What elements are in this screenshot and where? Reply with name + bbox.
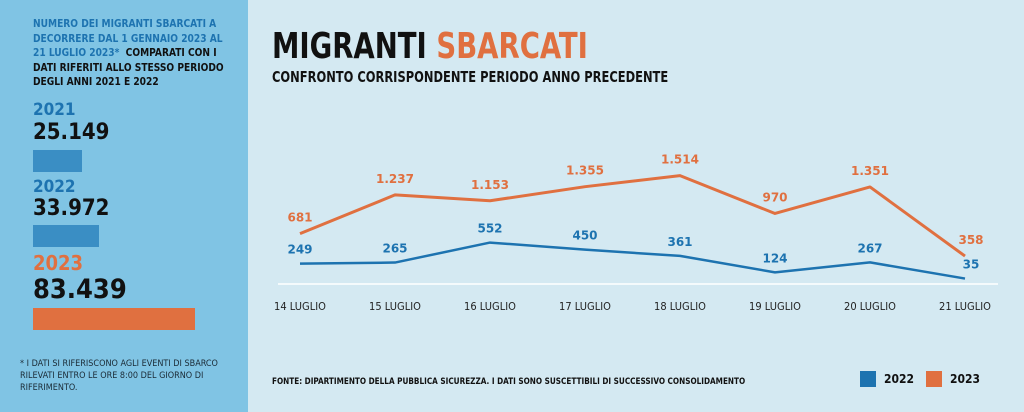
bar-2023 bbox=[33, 308, 195, 330]
x-tick-label: 15 LUGLIO bbox=[369, 301, 421, 314]
data-label-2023: 1.237 bbox=[376, 172, 414, 186]
x-tick-label: 14 LUGLIO bbox=[274, 301, 326, 314]
source-note: FONTE: DIPARTIMENTO DELLA PUBBLICA SICUR… bbox=[272, 377, 746, 387]
year-2021: 2021 bbox=[33, 100, 76, 120]
data-label-2022: 124 bbox=[762, 251, 787, 265]
data-label-2022: 450 bbox=[572, 229, 597, 243]
x-tick-label: 17 LUGLIO bbox=[559, 301, 611, 314]
legend-label: 2023 bbox=[950, 372, 981, 386]
legend-2023: 2023 bbox=[926, 371, 980, 387]
legend-2022: 2022 bbox=[860, 371, 914, 387]
intro-text: NUMERO DEI MIGRANTI SBARCATI A DECORRERE… bbox=[33, 17, 231, 90]
intro-black: COMPARATI CON I DATI RIFERITI ALLO STESS… bbox=[33, 46, 224, 88]
data-label-2023: 970 bbox=[762, 190, 787, 204]
total-2022: 33.972 bbox=[33, 196, 110, 221]
chart-subtitle: CONFRONTO CORRISPONDENTE PERIODO ANNO PR… bbox=[272, 68, 669, 86]
year-2022: 2022 bbox=[33, 177, 76, 197]
year-2023: 2023 bbox=[33, 251, 84, 275]
data-label-2023: 1.351 bbox=[851, 164, 889, 178]
legend-swatch-2022 bbox=[860, 371, 876, 387]
chart-panel: MIGRANTI SBARCATI CONFRONTO CORRISPONDEN… bbox=[248, 0, 1024, 412]
total-2023: 83.439 bbox=[33, 274, 127, 305]
x-tick-label: 20 LUGLIO bbox=[844, 301, 896, 314]
data-label-2023: 1.514 bbox=[661, 153, 699, 167]
data-label-2022: 267 bbox=[857, 241, 882, 255]
x-tick-label: 18 LUGLIO bbox=[654, 301, 706, 314]
series-line-2022 bbox=[299, 241, 966, 280]
data-label-2023: 681 bbox=[287, 211, 312, 225]
data-label-2022: 552 bbox=[477, 222, 502, 236]
footnote: * I DATI SI RIFERISCONO AGLI EVENTI DI S… bbox=[20, 359, 218, 393]
data-label-2023: 358 bbox=[958, 233, 983, 247]
bar-2022 bbox=[33, 225, 99, 247]
legend-label: 2022 bbox=[884, 372, 915, 386]
x-tick-label: 16 LUGLIO bbox=[464, 301, 516, 314]
bar-2021 bbox=[33, 150, 82, 172]
total-2021: 25.149 bbox=[33, 120, 110, 145]
line-chart: 14 LUGLIO 15 LUGLIO 16 LUGLIO 17 LUGLIO 18 L… bbox=[274, 153, 998, 314]
data-label-2022: 361 bbox=[667, 235, 692, 249]
x-tick-label: 21 LUGLIO bbox=[939, 301, 991, 314]
title-part2: SBARCATI bbox=[436, 26, 588, 67]
x-tick-label: 19 LUGLIO bbox=[749, 301, 801, 314]
series-line-2023 bbox=[299, 174, 966, 258]
data-label-2023: 1.355 bbox=[566, 164, 604, 178]
data-label-2022: 249 bbox=[287, 243, 312, 257]
chart-title: MIGRANTI SBARCATI bbox=[272, 26, 588, 67]
intro-blue: NUMERO DEI MIGRANTI SBARCATI A DECORRERE… bbox=[33, 17, 223, 59]
data-label-2023: 1.153 bbox=[471, 178, 509, 192]
summary-panel: NUMERO DEI MIGRANTI SBARCATI A DECORRERE… bbox=[0, 0, 248, 412]
data-label-2022: 265 bbox=[382, 242, 407, 256]
title-part1: MIGRANTI bbox=[272, 26, 427, 67]
data-label-2022: 35 bbox=[963, 258, 980, 272]
legend-swatch-2023 bbox=[926, 371, 942, 387]
